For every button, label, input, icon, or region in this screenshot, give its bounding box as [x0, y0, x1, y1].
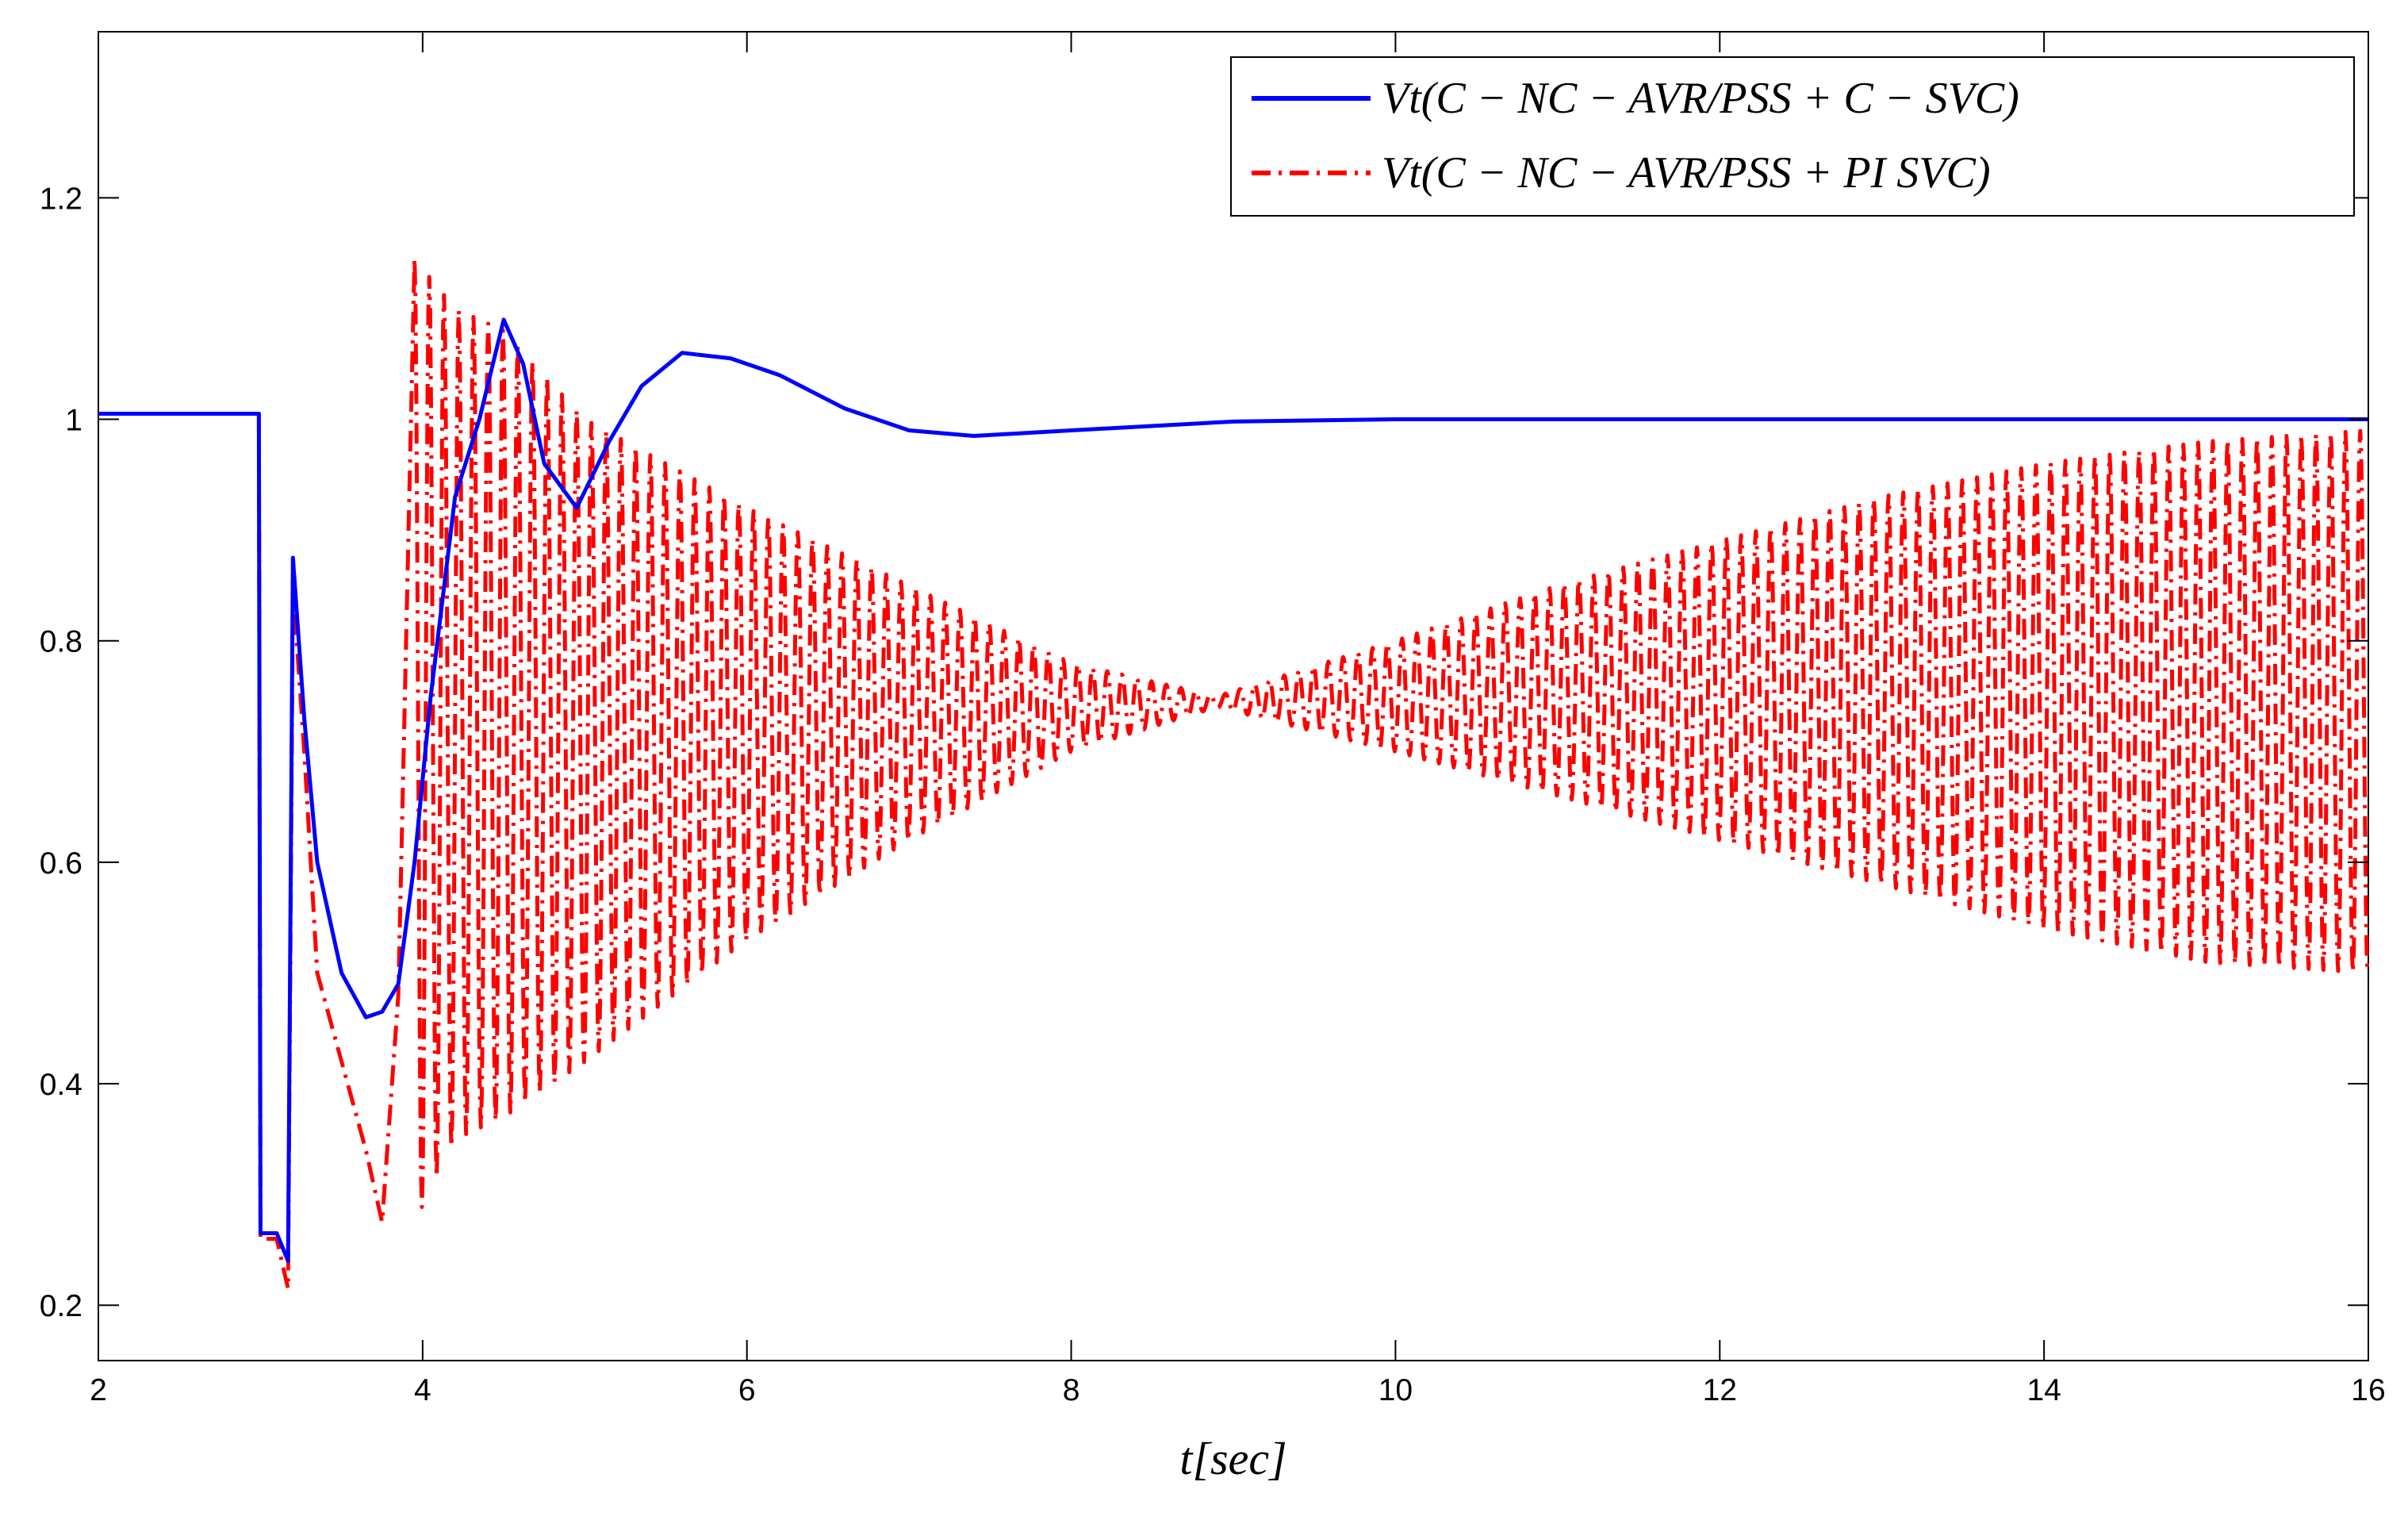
x-tick-label-12: 12: [1703, 1373, 1737, 1407]
x-tick-label-16: 16: [2351, 1373, 2385, 1407]
legend: Vt(C − NC − AVR/PSS + C − SVC) Vt(C − NC…: [1230, 56, 2355, 217]
x-tick-label-8: 8: [1063, 1373, 1080, 1407]
tick-layer: 2 4 6 8 10 12 14 16 0.2 0.4 0.6 0.8 1 1.2: [40, 32, 2386, 1407]
plot-area: [98, 31, 2369, 1361]
y-tick-label-0.4: 0.4: [40, 1068, 82, 1102]
series-layer: [98, 256, 2370, 1291]
x-axis-label: t[sec]: [1179, 1433, 1286, 1484]
x-tick-label-14: 14: [2026, 1373, 2061, 1407]
y-tick-label-0.8: 0.8: [40, 625, 82, 659]
y-tick-label-1.2: 1.2: [40, 182, 82, 216]
y-tick-label-0.6: 0.6: [40, 846, 82, 881]
series-line-c-svc: [98, 317, 2368, 1263]
x-tick-label-10: 10: [1378, 1373, 1413, 1407]
legend-label-series-2: Vt(C − NC − AVR/PSS + PI SVC): [1382, 148, 1990, 198]
plot-area-frame: [98, 31, 2369, 1361]
y-tick-label-0.2: 0.2: [40, 1289, 82, 1323]
legend-box: [1230, 56, 2355, 217]
x-tick-label-4: 4: [414, 1373, 431, 1407]
y-tick-label-1: 1: [65, 404, 82, 438]
x-tick-label-2: 2: [90, 1373, 107, 1407]
series-line-pi-svc: [98, 256, 2370, 1291]
legend-label-series-1: Vt(C − NC − AVR/PSS + C − SVC): [1382, 74, 2019, 123]
x-axis-label-text: t[sec]: [1179, 1433, 1286, 1484]
x-tick-label-6: 6: [738, 1373, 756, 1407]
